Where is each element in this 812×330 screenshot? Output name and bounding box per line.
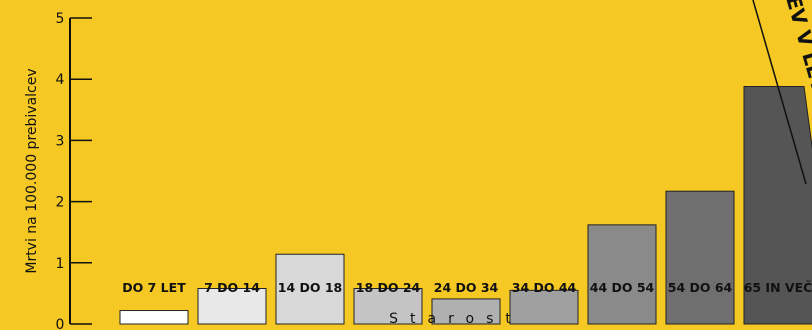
annotation-line bbox=[752, 0, 807, 185]
category-labels: DO 7 LET 7 DO 14 14 DO 18 18 DO 24 24 DO 34 3… bbox=[122, 280, 812, 295]
y-tick-label: 0 bbox=[56, 317, 65, 330]
y-tick-label: 5 bbox=[56, 11, 65, 27]
x-axis-label: Starost bbox=[389, 311, 523, 327]
x-category-label: 44 DO 54 bbox=[590, 280, 655, 295]
x-category-label: 65 IN VEČ bbox=[744, 280, 812, 295]
x-category-label: 34 DO 44 bbox=[512, 280, 577, 295]
y-ticks: 0 1 2 3 4 5 bbox=[56, 11, 92, 330]
y-tick-label: 4 bbox=[56, 72, 65, 88]
y-axis-label: Mrtvi na 100.000 prebivalcev bbox=[24, 68, 40, 273]
bar bbox=[587, 224, 657, 325]
bar bbox=[275, 253, 345, 325]
x-category-label: 24 DO 34 bbox=[434, 280, 499, 295]
x-category-label: 18 DO 24 bbox=[356, 280, 421, 295]
y-tick-label: 3 bbox=[56, 133, 65, 149]
bar bbox=[353, 288, 423, 325]
bar bbox=[431, 298, 501, 325]
x-category-label: 14 DO 18 bbox=[278, 280, 343, 295]
bar bbox=[665, 190, 735, 325]
bar bbox=[119, 310, 189, 325]
bar bbox=[197, 288, 267, 325]
x-category-label: DO 7 LET bbox=[122, 280, 186, 295]
bar bbox=[509, 289, 579, 325]
y-tick-label: 1 bbox=[56, 256, 65, 272]
x-category-label: 7 DO 14 bbox=[204, 280, 260, 295]
x-category-label: 54 DO 64 bbox=[668, 280, 733, 295]
y-tick-label: 2 bbox=[56, 195, 65, 211]
